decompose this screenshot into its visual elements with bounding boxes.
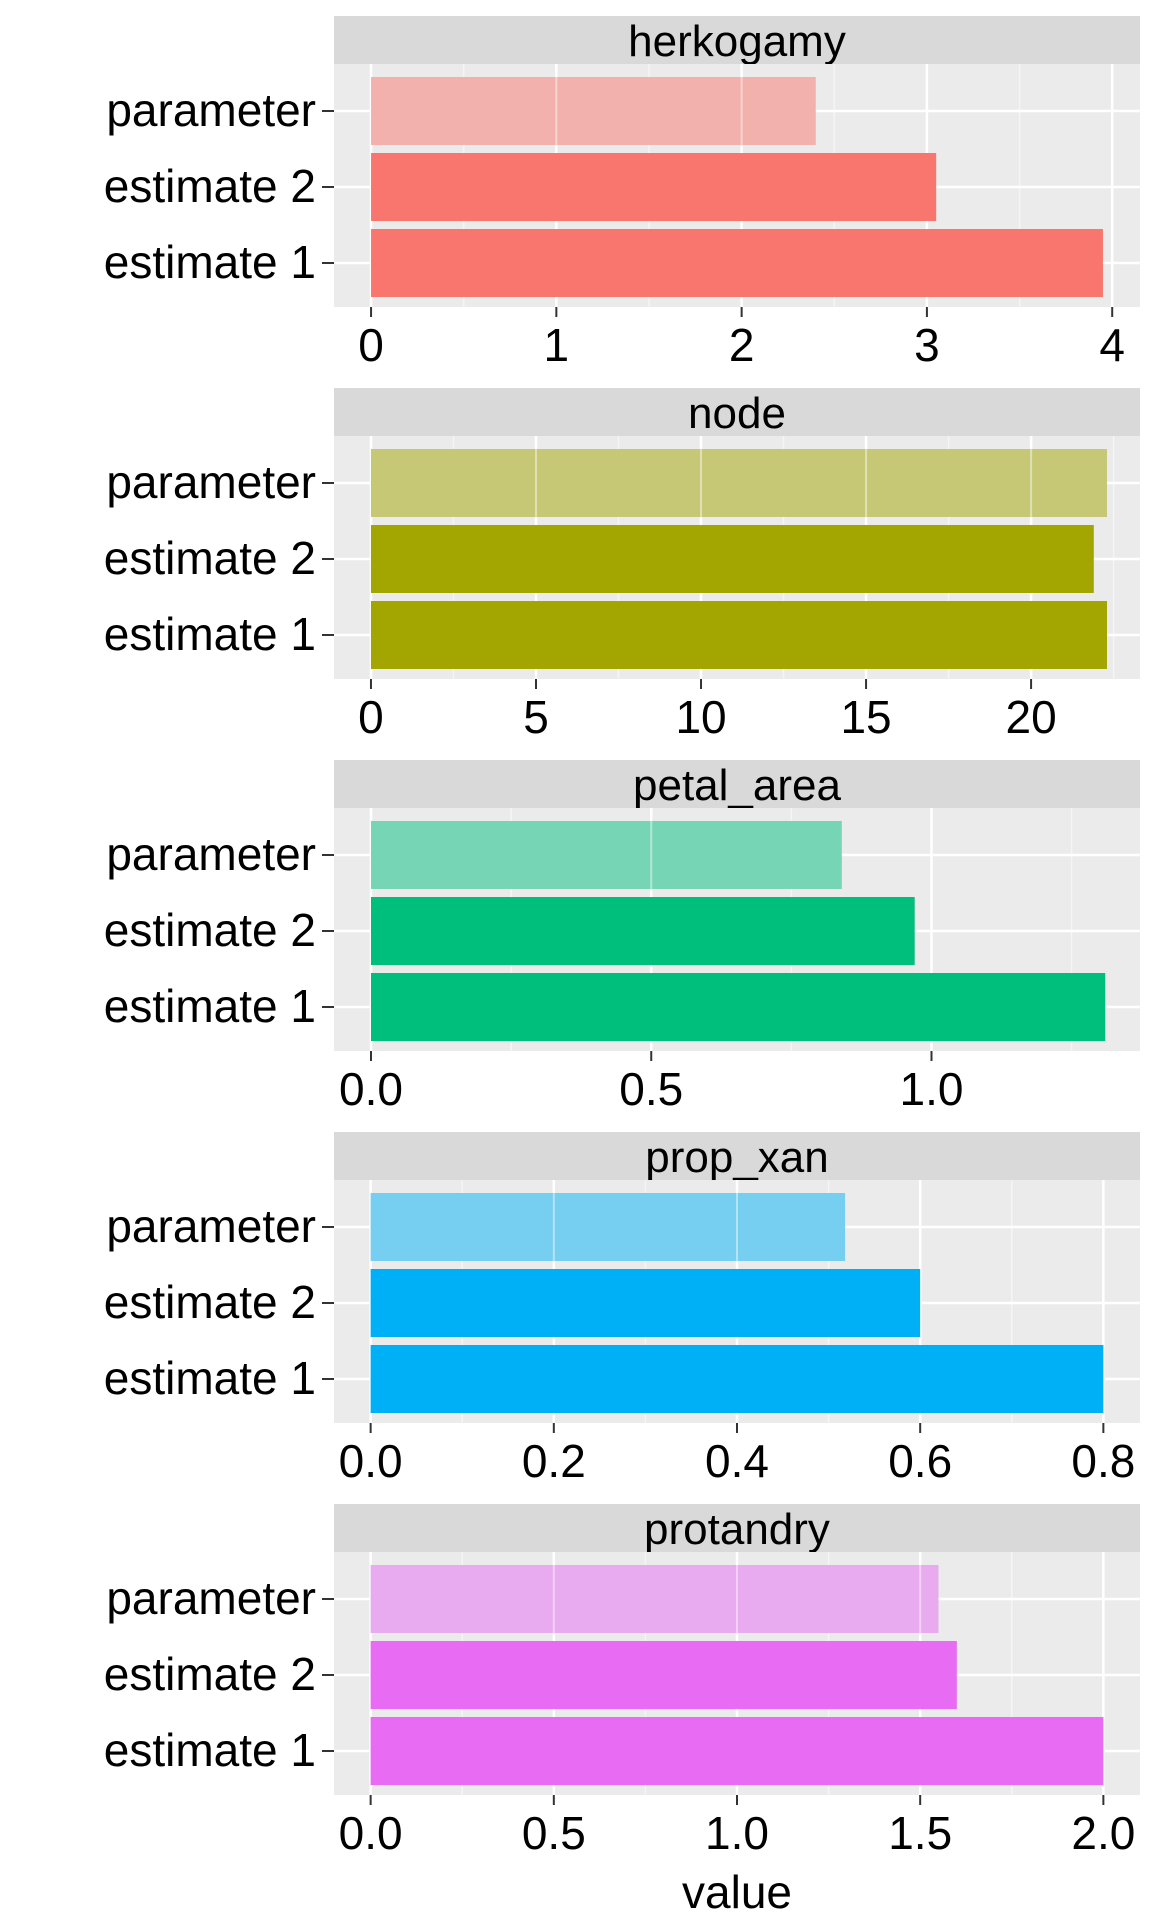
x-tick-label: 15 — [840, 691, 891, 743]
x-tick-label: 3 — [914, 319, 940, 371]
x-tick-label: 0.5 — [619, 1063, 683, 1115]
bar-parameter — [370, 1193, 846, 1261]
bar-estimate-1 — [371, 229, 1103, 297]
x-tick-label: 5 — [523, 691, 549, 743]
x-tick-label: 1.5 — [888, 1807, 952, 1859]
facet-strip — [334, 388, 1140, 436]
y-tick-label: parameter — [106, 828, 316, 880]
facet-panel-node: node parameter estimate 2 estimate 1 0 5 10 15 2… — [104, 388, 1140, 743]
facet-panel-protandry: protandry parameter estimate 2 estimate 1 0.… — [104, 1504, 1140, 1859]
y-tick-label: parameter — [106, 1572, 316, 1624]
y-tick-label: estimate 1 — [104, 1352, 316, 1404]
y-tick-label: estimate 1 — [104, 980, 316, 1032]
facet-title: node — [688, 389, 786, 438]
facet-panel-prop-xan: prop_xan parameter estimate 2 estimate 1 0.0… — [104, 1132, 1140, 1487]
facet-strip — [334, 16, 1140, 64]
y-tick-label: estimate 1 — [104, 236, 316, 288]
facet-strip — [334, 760, 1140, 808]
facet-title: petal_area — [633, 761, 841, 810]
x-tick-label: 10 — [675, 691, 726, 743]
bar-estimate-2 — [370, 897, 915, 965]
x-tick-label: 0 — [358, 319, 384, 371]
y-tick-label: estimate 2 — [104, 532, 316, 584]
x-tick-label: 0.0 — [339, 1063, 403, 1115]
y-tick-label: estimate 1 — [104, 608, 316, 660]
y-tick-label: estimate 1 — [104, 1724, 316, 1776]
facet-strip — [334, 1132, 1140, 1180]
x-tick-label: 1.0 — [900, 1063, 964, 1115]
bar-parameter — [370, 821, 842, 889]
facet-title: protandry — [644, 1505, 830, 1554]
x-tick-label: 0.0 — [339, 1807, 403, 1859]
bar-estimate-2 — [371, 153, 937, 221]
x-axis-label: value — [682, 1866, 792, 1918]
y-tick-label: estimate 2 — [104, 1276, 316, 1328]
facet-title: herkogamy — [628, 17, 846, 66]
x-tick-label: 4 — [1099, 319, 1125, 371]
bar-estimate-2 — [370, 1269, 921, 1337]
x-tick-label: 2 — [729, 319, 755, 371]
bar-estimate-2 — [370, 1641, 957, 1709]
facet-panel-petal-area: petal_area parameter estimate 2 estimate 1 0… — [104, 760, 1140, 1115]
x-tick-label: 0.8 — [1071, 1435, 1135, 1487]
x-tick-label: 1 — [544, 319, 570, 371]
x-tick-label: 0.5 — [522, 1807, 586, 1859]
bar-parameter — [370, 449, 1107, 517]
y-tick-label: parameter — [106, 1200, 316, 1252]
x-tick-label: 0.0 — [339, 1435, 403, 1487]
x-tick-label: 0.4 — [705, 1435, 769, 1487]
x-tick-label: 20 — [1005, 691, 1056, 743]
facet-strip — [334, 1504, 1140, 1552]
x-tick-label: 2.0 — [1071, 1807, 1135, 1859]
bar-parameter — [370, 1565, 939, 1633]
x-tick-label: 0 — [358, 691, 384, 743]
bar-estimate-2 — [370, 525, 1094, 593]
facet-title: prop_xan — [645, 1133, 828, 1182]
bar-estimate-1 — [370, 1717, 1104, 1785]
y-tick-label: parameter — [106, 456, 316, 508]
y-tick-label: estimate 2 — [104, 904, 316, 956]
bar-parameter — [371, 77, 816, 145]
x-tick-label: 0.6 — [888, 1435, 952, 1487]
x-tick-label: 0.2 — [522, 1435, 586, 1487]
x-tick-label: 1.0 — [705, 1807, 769, 1859]
y-tick-label: estimate 2 — [104, 1648, 316, 1700]
y-tick-label: parameter — [106, 84, 316, 136]
bar-estimate-1 — [370, 973, 1106, 1041]
bar-estimate-1 — [370, 601, 1107, 669]
facet-panel-herkogamy: herkogamy parameter estimate 2 estimate 1 0 1… — [104, 16, 1140, 371]
bar-estimate-1 — [370, 1345, 1104, 1413]
y-tick-label: estimate 2 — [104, 160, 316, 212]
